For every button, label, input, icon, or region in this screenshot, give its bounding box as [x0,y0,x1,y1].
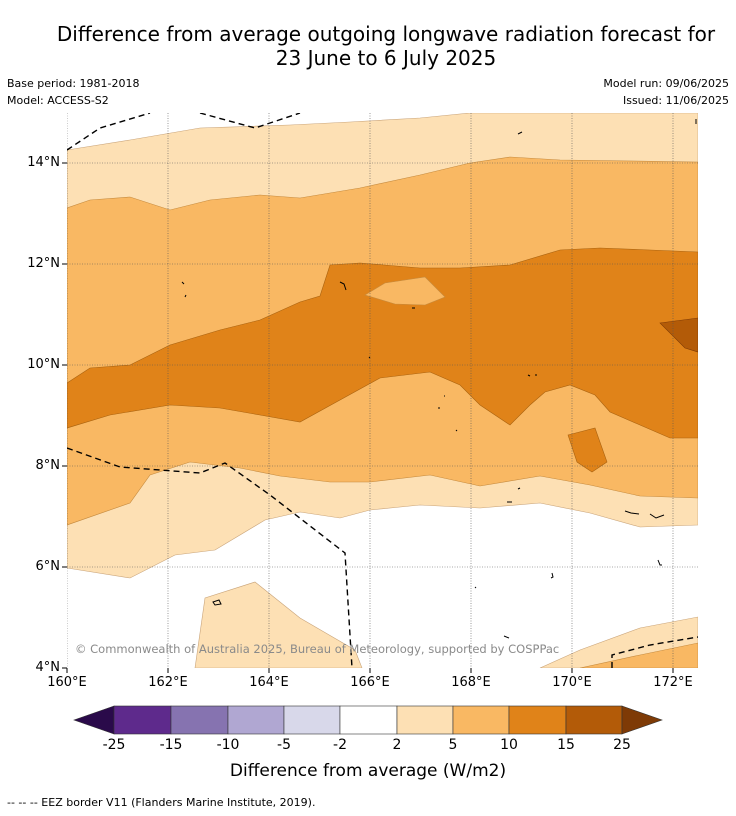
colorbar-tick--10: -10 [216,737,240,753]
anomaly-band-10-15 [67,247,698,439]
colorbar-tick-15: 15 [557,737,575,753]
map-title: Difference from average outgoing longwav… [0,22,736,70]
colorbar-tick-5: 5 [448,737,458,753]
island-outlines [181,119,697,639]
colorbar-tick-2: 2 [392,737,402,753]
lon-label-170e: 170°E [552,675,592,690]
lat-label-14n: 14°N [27,155,60,170]
title-line-1: Difference from average outgoing longwav… [56,22,716,46]
title-line-2: 23 June to 6 July 2025 [275,46,497,70]
colorbar-high-extend [621,705,663,735]
colorbar [73,705,663,735]
colorbar-bin-4 [283,705,341,735]
colorbar-bin-5 [339,705,398,735]
colorbar-bin-9 [565,705,623,735]
lat-label-6n: 6°N [35,559,61,574]
copyright-notice: © Commonwealth of Australia 2025, Bureau… [75,642,559,656]
anomaly-island-10-15 [567,427,608,473]
base-period: Base period: 1981-2018 [7,77,140,90]
colorbar-bin-2 [170,705,229,735]
anomaly-island-5-10-a [364,276,446,306]
colorbar-tick-25: 25 [613,737,631,753]
model-run: Model run: 09/06/2025 [603,77,729,90]
lat-label-10n: 10°N [27,357,60,372]
colorbar-tick--25: -25 [102,737,126,753]
lon-label-168e: 168°E [451,675,491,690]
lon-label-172e: 172°E [653,675,693,690]
colorbar-bin-1 [113,705,172,735]
lat-label-12n: 12°N [27,256,60,271]
model-name: Model: ACCESS-S2 [7,94,109,107]
lat-label-4n: 4°N [35,660,61,675]
anomaly-patch-2-5-south [194,581,363,668]
anomaly-patch-15-25 [659,317,698,353]
anomaly-patch-5-10-southeast [579,642,698,668]
colorbar-bin-6 [396,705,454,735]
colorbar-bin-7 [452,705,510,735]
meta-right: Model run: 09/06/2025 Issued: 11/06/2025 [603,75,729,109]
colorbar-tick-10: 10 [500,737,518,753]
lon-label-160e: 160°E [47,675,87,690]
gridlines [67,113,698,668]
colorbar-title: Difference from average (W/m2) [229,761,507,781]
eez-footnote: -- -- -- EEZ border V11 (Flanders Marine… [7,796,316,809]
axis-ticks [62,162,674,673]
colorbar-bin-8 [508,705,567,735]
colorbar-bin-3 [227,705,285,735]
lat-label-8n: 8°N [35,458,61,473]
colorbar-low-extend [73,705,115,735]
colorbar-tick--5: -5 [277,737,291,753]
colorbar-tick--15: -15 [159,737,183,753]
meta-left: Base period: 1981-2018 Model: ACCESS-S2 [7,75,139,109]
lon-label-166e: 166°E [350,675,390,690]
lon-label-164e: 164°E [249,675,289,690]
eez-border-lines [67,113,698,668]
issued-date: Issued: 11/06/2025 [622,94,729,107]
colorbar-tick--2: -2 [333,737,347,753]
lon-label-162e: 162°E [148,675,188,690]
